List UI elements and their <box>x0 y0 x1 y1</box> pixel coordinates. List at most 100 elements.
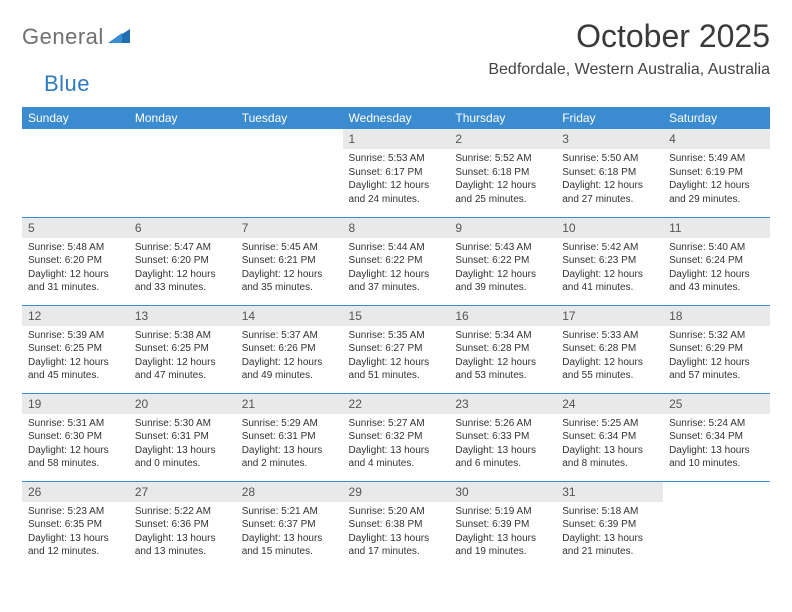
day-content: Sunrise: 5:43 AMSunset: 6:22 PMDaylight:… <box>449 238 556 301</box>
sunset-text: Sunset: 6:38 PM <box>349 518 444 532</box>
sunrise-text: Sunrise: 5:32 AM <box>669 329 764 343</box>
daylight-text: Daylight: 12 hours and 31 minutes. <box>28 268 123 295</box>
sunset-text: Sunset: 6:35 PM <box>28 518 123 532</box>
day-number: 31 <box>556 482 663 502</box>
sunrise-text: Sunrise: 5:39 AM <box>28 329 123 343</box>
day-number: 1 <box>343 129 450 149</box>
day-number: 25 <box>663 394 770 414</box>
day-number: 18 <box>663 306 770 326</box>
daylight-text: Daylight: 12 hours and 37 minutes. <box>349 268 444 295</box>
calendar-day-cell: 10Sunrise: 5:42 AMSunset: 6:23 PMDayligh… <box>556 217 663 305</box>
daylight-text: Daylight: 13 hours and 10 minutes. <box>669 444 764 471</box>
sunset-text: Sunset: 6:18 PM <box>562 166 657 180</box>
day-content: Sunrise: 5:48 AMSunset: 6:20 PMDaylight:… <box>22 238 129 301</box>
calendar-day-cell <box>663 481 770 569</box>
day-number: 17 <box>556 306 663 326</box>
sunrise-text: Sunrise: 5:18 AM <box>562 505 657 519</box>
sunset-text: Sunset: 6:36 PM <box>135 518 230 532</box>
day-number: 9 <box>449 218 556 238</box>
daylight-text: Daylight: 12 hours and 39 minutes. <box>455 268 550 295</box>
day-number: 3 <box>556 129 663 149</box>
sunset-text: Sunset: 6:34 PM <box>562 430 657 444</box>
day-content: Sunrise: 5:37 AMSunset: 6:26 PMDaylight:… <box>236 326 343 389</box>
daylight-text: Daylight: 13 hours and 19 minutes. <box>455 532 550 559</box>
sunset-text: Sunset: 6:31 PM <box>135 430 230 444</box>
brand-part1: General <box>22 24 104 50</box>
day-content: Sunrise: 5:20 AMSunset: 6:38 PMDaylight:… <box>343 502 450 565</box>
sunset-text: Sunset: 6:17 PM <box>349 166 444 180</box>
calendar-day-cell: 24Sunrise: 5:25 AMSunset: 6:34 PMDayligh… <box>556 393 663 481</box>
daylight-text: Daylight: 13 hours and 15 minutes. <box>242 532 337 559</box>
calendar-day-cell: 29Sunrise: 5:20 AMSunset: 6:38 PMDayligh… <box>343 481 450 569</box>
day-number: 24 <box>556 394 663 414</box>
sunrise-text: Sunrise: 5:24 AM <box>669 417 764 431</box>
calendar-week-row: 1 Sunrise: 5:53 AMSunset: 6:17 PM Daylight… <box>22 129 770 217</box>
sunrise-text: Sunrise: 5:50 AM <box>562 152 657 166</box>
calendar-day-cell: 23Sunrise: 5:26 AMSunset: 6:33 PMDayligh… <box>449 393 556 481</box>
day-number: 19 <box>22 394 129 414</box>
daylight-text: Daylight: 12 hours and 55 minutes. <box>562 356 657 383</box>
sunrise-text: Sunrise: 5:40 AM <box>669 241 764 255</box>
weekday-header: Saturday <box>663 107 770 129</box>
daylight-text: Daylight: 12 hours and 53 minutes. <box>455 356 550 383</box>
month-title: October 2025 <box>488 18 770 55</box>
sunset-text: Sunset: 6:34 PM <box>669 430 764 444</box>
weekday-header: Friday <box>556 107 663 129</box>
title-block: October 2025 Bedfordale, Western Austral… <box>488 18 770 79</box>
day-content: Sunrise: 5:31 AMSunset: 6:30 PMDaylight:… <box>22 414 129 477</box>
sunrise-text: Sunrise: 5:29 AM <box>242 417 337 431</box>
daylight-text: Daylight: 13 hours and 0 minutes. <box>135 444 230 471</box>
sunset-text: Sunset: 6:25 PM <box>135 342 230 356</box>
sunrise-text: Sunrise: 5:35 AM <box>349 329 444 343</box>
sunrise-text: Sunrise: 5:42 AM <box>562 241 657 255</box>
day-content: Sunrise: 5:32 AMSunset: 6:29 PMDaylight:… <box>663 326 770 389</box>
day-number: 23 <box>449 394 556 414</box>
day-content: Sunrise: 5:22 AMSunset: 6:36 PMDaylight:… <box>129 502 236 565</box>
calendar-week-row: 19Sunrise: 5:31 AMSunset: 6:30 PMDayligh… <box>22 393 770 481</box>
day-number: 5 <box>22 218 129 238</box>
calendar-week-row: 12Sunrise: 5:39 AMSunset: 6:25 PMDayligh… <box>22 305 770 393</box>
location-label: Bedfordale, Western Australia, Australia <box>488 61 770 79</box>
sunrise-text: Sunrise: 5:30 AM <box>135 417 230 431</box>
day-content: Sunrise: 5:33 AMSunset: 6:28 PMDaylight:… <box>556 326 663 389</box>
day-content: Sunrise: 5:35 AMSunset: 6:27 PMDaylight:… <box>343 326 450 389</box>
sunset-text: Sunset: 6:26 PM <box>242 342 337 356</box>
day-content: Sunrise: 5:29 AMSunset: 6:31 PMDaylight:… <box>236 414 343 477</box>
sunset-text: Sunset: 6:25 PM <box>28 342 123 356</box>
day-content: Sunrise: 5:26 AMSunset: 6:33 PMDaylight:… <box>449 414 556 477</box>
daylight-text: Daylight: 12 hours and 45 minutes. <box>28 356 123 383</box>
sunrise-text: Sunrise: 5:53 AM <box>349 152 444 166</box>
sunrise-text: Sunrise: 5:43 AM <box>455 241 550 255</box>
calendar-day-cell: 25 Sunrise: 5:24 AMSunset: 6:34 PMDayligh… <box>663 393 770 481</box>
sunset-text: Sunset: 6:27 PM <box>349 342 444 356</box>
daylight-text: Daylight: 12 hours and 27 minutes. <box>562 179 657 206</box>
sunrise-text: Sunrise: 5:33 AM <box>562 329 657 343</box>
calendar-page: General October 2025 Bedfordale, Western… <box>0 0 792 612</box>
day-content: Sunrise: 5:40 AMSunset: 6:24 PMDaylight:… <box>663 238 770 301</box>
day-content: Sunrise: 5:23 AMSunset: 6:35 PMDaylight:… <box>22 502 129 565</box>
day-content: Sunrise: 5:34 AMSunset: 6:28 PMDaylight:… <box>449 326 556 389</box>
brand-part2: Blue <box>44 71 90 97</box>
daylight-text: Daylight: 12 hours and 29 minutes. <box>669 179 764 206</box>
day-number: 22 <box>343 394 450 414</box>
sunrise-text: Sunrise: 5:19 AM <box>455 505 550 519</box>
daylight-text: Daylight: 13 hours and 17 minutes. <box>349 532 444 559</box>
calendar-day-cell: 6Sunrise: 5:47 AMSunset: 6:20 PMDaylight… <box>129 217 236 305</box>
calendar-day-cell: 18Sunrise: 5:32 AMSunset: 6:29 PMDayligh… <box>663 305 770 393</box>
day-number: 6 <box>129 218 236 238</box>
sunrise-text: Sunrise: 5:52 AM <box>455 152 550 166</box>
sunset-text: Sunset: 6:28 PM <box>455 342 550 356</box>
calendar-day-cell: 3Sunrise: 5:50 AMSunset: 6:18 PMDaylight… <box>556 129 663 217</box>
sunrise-text: Sunrise: 5:47 AM <box>135 241 230 255</box>
calendar-week-row: 26Sunrise: 5:23 AMSunset: 6:35 PMDayligh… <box>22 481 770 569</box>
day-content: Sunrise: 5:19 AMSunset: 6:39 PMDaylight:… <box>449 502 556 565</box>
calendar-day-cell: 7Sunrise: 5:45 AMSunset: 6:21 PMDaylight… <box>236 217 343 305</box>
daylight-text: Daylight: 12 hours and 47 minutes. <box>135 356 230 383</box>
calendar-day-cell: 5Sunrise: 5:48 AMSunset: 6:20 PMDaylight… <box>22 217 129 305</box>
day-number: 14 <box>236 306 343 326</box>
sunrise-text: Sunrise: 5:21 AM <box>242 505 337 519</box>
daylight-text: Daylight: 13 hours and 4 minutes. <box>349 444 444 471</box>
day-content: Sunrise: 5:44 AMSunset: 6:22 PMDaylight:… <box>343 238 450 301</box>
day-content: Sunrise: 5:50 AMSunset: 6:18 PMDaylight:… <box>556 149 663 212</box>
sunset-text: Sunset: 6:22 PM <box>455 254 550 268</box>
